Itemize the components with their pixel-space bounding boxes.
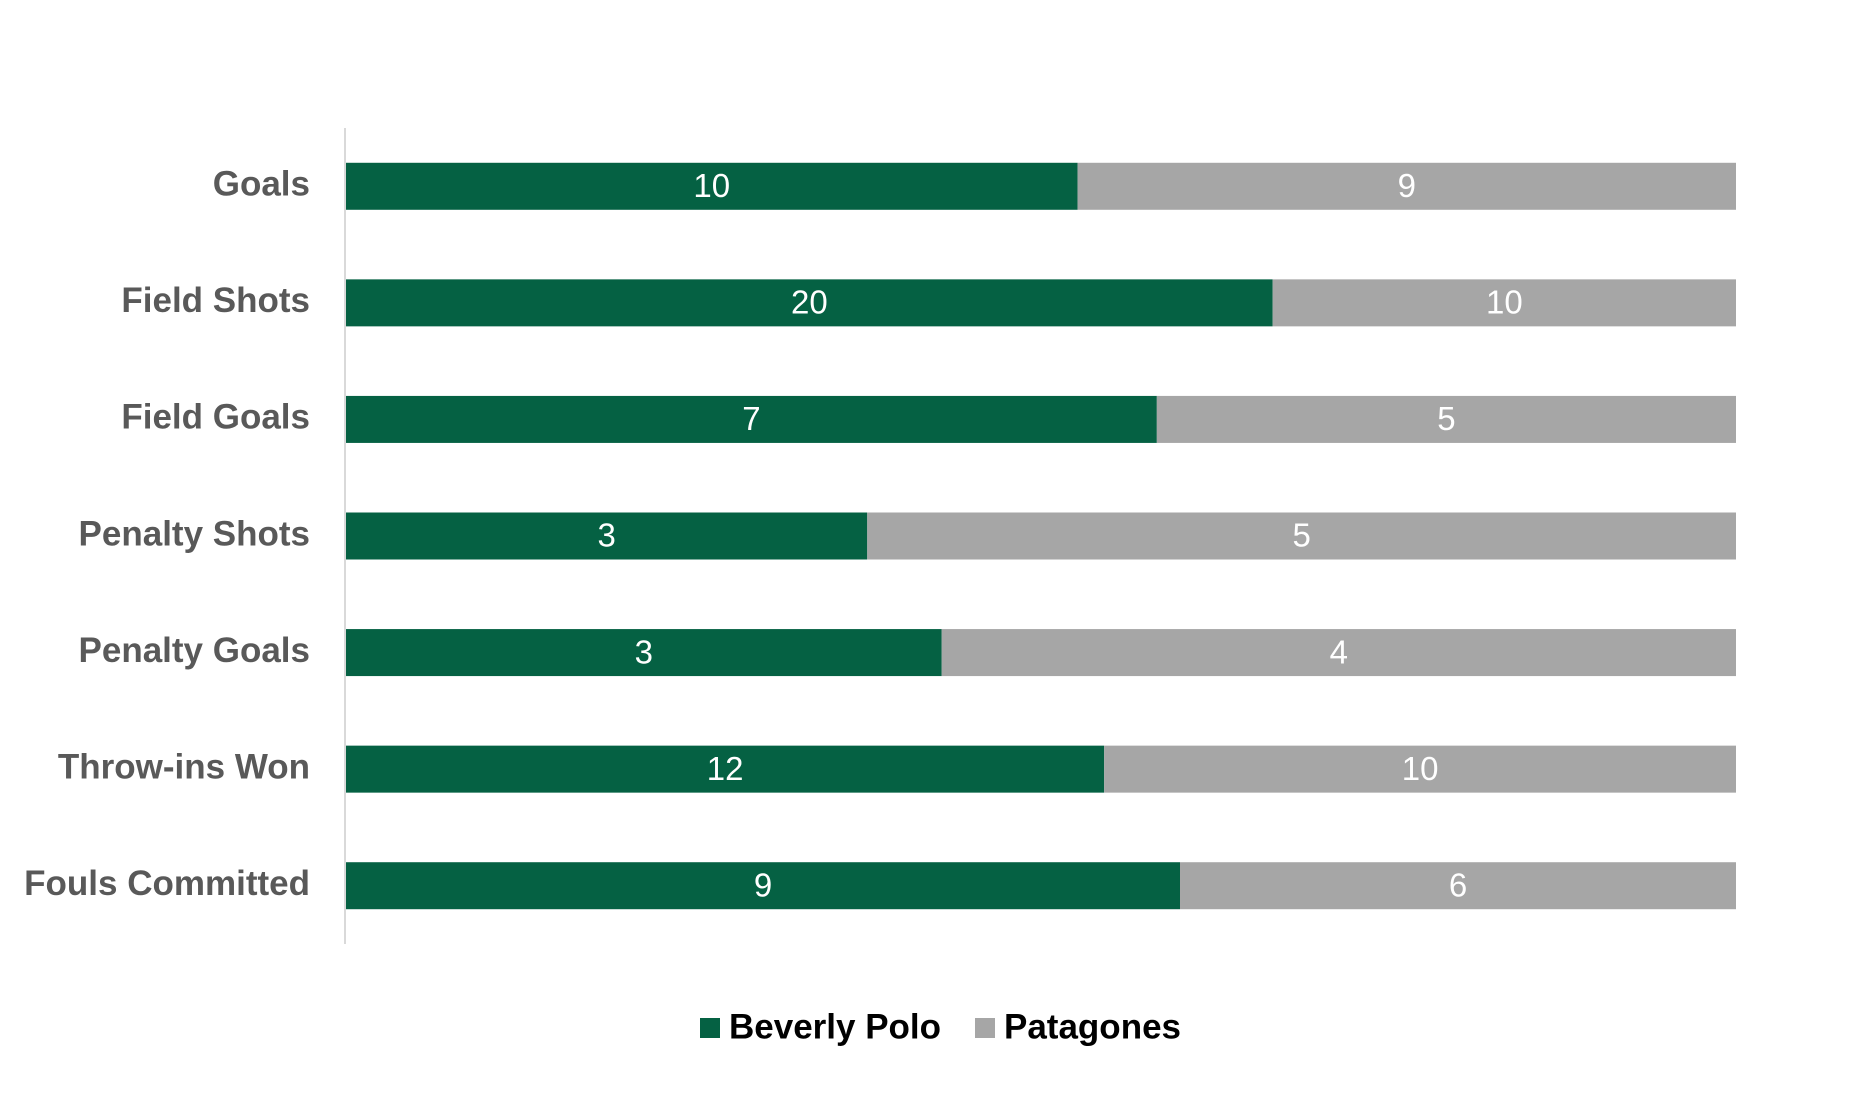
y-tick-label: Field Shots — [121, 281, 310, 320]
y-tick-label: Fouls Committed — [24, 864, 310, 903]
bar-segment — [346, 629, 942, 677]
y-tick-label: Field Goals — [121, 398, 310, 437]
data-label: 9 — [754, 866, 772, 903]
legend-label: Beverly Polo — [729, 1007, 941, 1046]
bar-segment — [1077, 162, 1736, 210]
bar-segment — [346, 512, 868, 560]
bar-segment — [346, 162, 1078, 210]
bar-segment — [1180, 862, 1736, 910]
legend-swatch — [975, 1018, 995, 1038]
legend-swatch — [700, 1018, 720, 1038]
bar-segment — [867, 512, 1736, 560]
data-label: 12 — [707, 750, 744, 787]
bar-segment — [346, 745, 1105, 793]
y-tick-label: Throw-ins Won — [58, 747, 310, 786]
y-tick-label: Penalty Goals — [79, 631, 310, 670]
data-label: 10 — [1402, 750, 1439, 787]
bar-segment — [1156, 395, 1736, 443]
bar-segment — [1272, 279, 1736, 327]
bar-segment — [346, 862, 1180, 910]
data-label: 9 — [1398, 167, 1416, 204]
data-label: 20 — [791, 284, 828, 321]
data-label: 7 — [742, 400, 760, 437]
data-label: 6 — [1449, 866, 1467, 903]
legend-label: Patagones — [1004, 1007, 1181, 1046]
y-tick-label: Goals — [213, 165, 310, 204]
bar-segment — [941, 629, 1736, 677]
data-label: 10 — [1486, 284, 1523, 321]
data-label: 3 — [635, 633, 653, 670]
data-label: 4 — [1330, 633, 1348, 670]
data-label: 3 — [597, 517, 615, 554]
bar-segment — [346, 279, 1273, 327]
data-label: 10 — [693, 167, 730, 204]
y-tick-label: Penalty Shots — [79, 514, 310, 553]
data-label: 5 — [1292, 517, 1310, 554]
bar-segment — [346, 395, 1157, 443]
bar-segment — [1104, 745, 1736, 793]
data-label: 5 — [1437, 400, 1455, 437]
